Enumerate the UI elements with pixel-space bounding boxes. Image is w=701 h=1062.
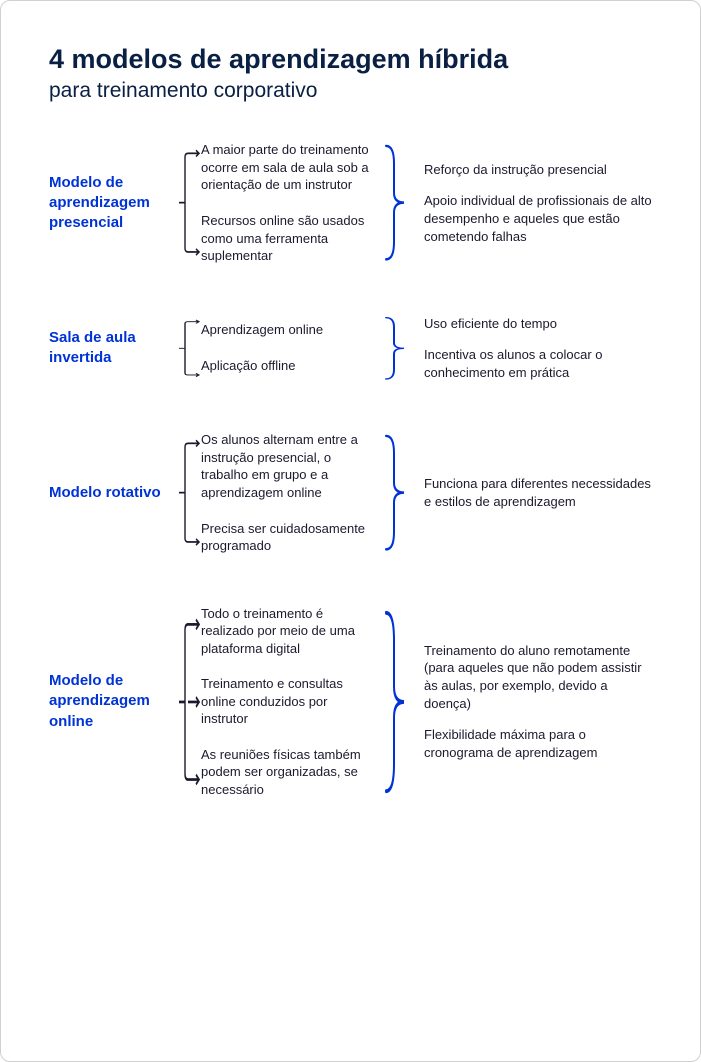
mid-column: Todo o treinamento é realizado por meio … (201, 605, 376, 799)
right-column: Treinamento do aluno remotamente (para a… (410, 642, 652, 761)
page-title: 4 modelos de aprendizagem híbrida (49, 43, 652, 75)
model-row: Modelo de aprendizagem online Todo o tre… (49, 605, 652, 799)
right-item: Funciona para diferentes necessidades e … (424, 475, 652, 510)
left-bracket-icon (179, 605, 201, 799)
curly-brace-icon (382, 141, 410, 264)
mid-item: Recursos online são usados como uma ferr… (201, 212, 376, 265)
right-column: Uso eficiente do tempo Incentiva os aluno… (410, 315, 652, 382)
right-column: Reforço da instrução presencial Apoio ind… (410, 161, 652, 245)
model-row: Modelo rotativo Os alunos alternam entre… (49, 431, 652, 554)
model-name: Modelo rotativo (49, 483, 179, 503)
model-name: Modelo de aprendizagem presencial (49, 173, 179, 234)
mid-column: Os alunos alternam entre a instrução pre… (201, 431, 376, 554)
model-name: Modelo de aprendizagem online (49, 671, 179, 732)
mid-item: As reuniões físicas também podem ser org… (201, 746, 376, 799)
mid-item: Aprendizagem online (201, 321, 376, 339)
right-item: Treinamento do aluno remotamente (para a… (424, 642, 652, 712)
left-bracket-icon (179, 431, 201, 554)
mid-item: Precisa ser cuidadosamente programado (201, 520, 376, 555)
right-item: Uso eficiente do tempo (424, 315, 652, 333)
mid-item: Todo o treinamento é realizado por meio … (201, 605, 376, 658)
page-subtitle: para treinamento corporativo (49, 79, 652, 103)
mid-column: Aprendizagem online Aplicação offline (201, 321, 376, 374)
model-row: Sala de aula invertida Aprendizagem onli… (49, 315, 652, 382)
mid-item: A maior parte do treinamento ocorre em s… (201, 141, 376, 194)
mid-item: Aplicação offline (201, 357, 376, 375)
right-item: Reforço da instrução presencial (424, 161, 652, 179)
right-item: Incentiva os alunos a colocar o conhecim… (424, 346, 652, 381)
infographic-page: 4 modelos de aprendizagem híbrida para t… (1, 1, 700, 879)
left-bracket-icon (179, 315, 201, 382)
curly-brace-icon (382, 431, 410, 554)
model-row: Modelo de aprendizagem presencial A maio… (49, 141, 652, 264)
curly-brace-icon (382, 315, 410, 382)
mid-item: Os alunos alternam entre a instrução pre… (201, 431, 376, 501)
right-item: Apoio individual de profissionais de alt… (424, 192, 652, 245)
right-item: Flexibilidade máxima para o cronograma d… (424, 726, 652, 761)
curly-brace-icon (382, 605, 410, 799)
mid-column: A maior parte do treinamento ocorre em s… (201, 141, 376, 264)
left-bracket-icon (179, 141, 201, 264)
model-name: Sala de aula invertida (49, 328, 179, 369)
mid-item: Treinamento e consultas online conduzido… (201, 675, 376, 728)
right-column: Funciona para diferentes necessidades e … (410, 475, 652, 510)
models-container: Modelo de aprendizagem presencial A maio… (49, 141, 652, 798)
